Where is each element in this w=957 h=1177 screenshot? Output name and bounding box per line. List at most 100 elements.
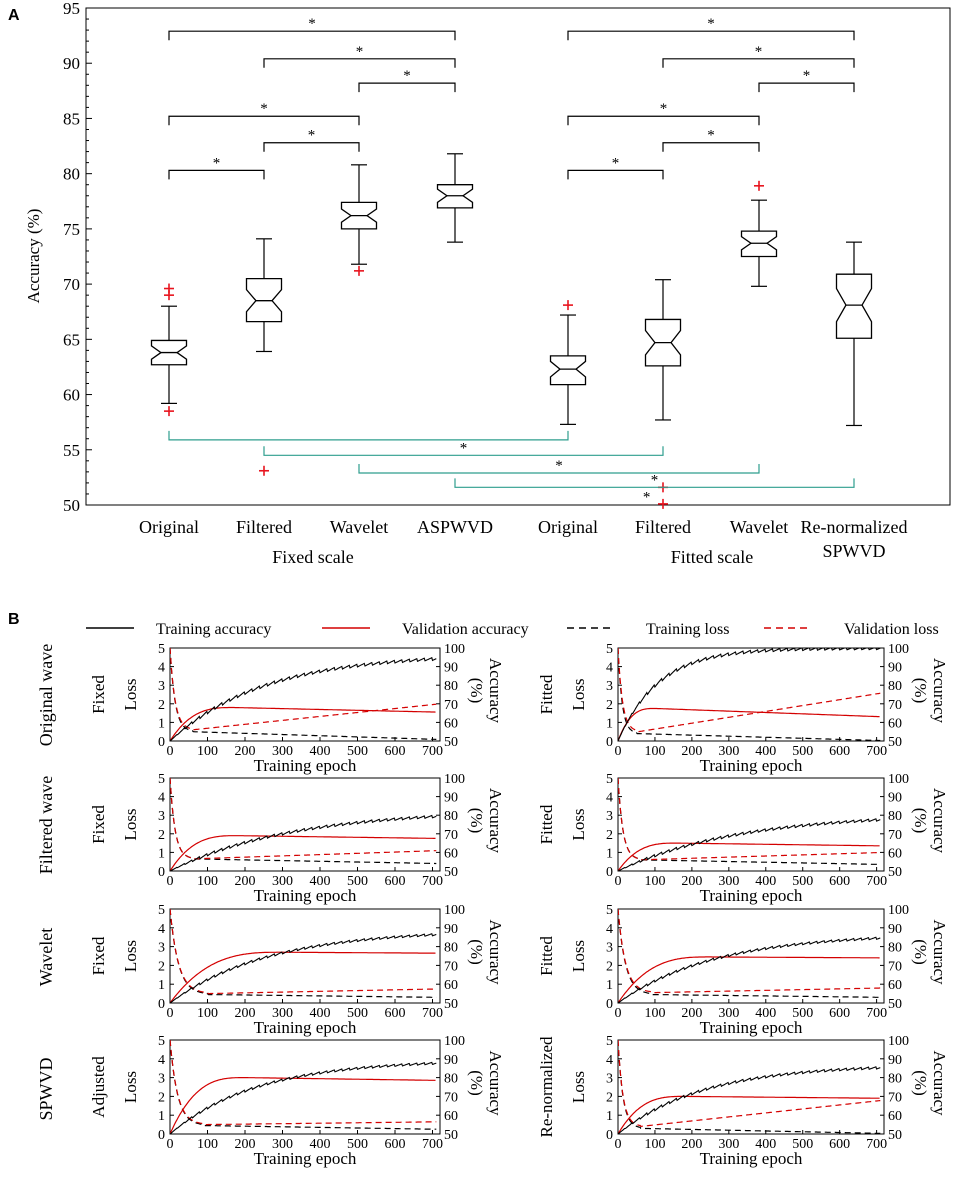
y-tick-label: 60 [63, 386, 80, 405]
y-right-tick-label: 50 [888, 997, 902, 1012]
y-left-tick-label: 4 [606, 1053, 613, 1068]
y-left-tick-label: 3 [606, 679, 613, 694]
x-tick-label: 0 [615, 1006, 622, 1021]
x-tick-label: 700 [866, 744, 887, 759]
box-body [340, 201, 378, 230]
significance-star: * [555, 458, 563, 474]
x-tick-label: 700 [866, 1137, 887, 1152]
y-right-tick-label: 80 [444, 941, 458, 956]
y-right-tick-label: 50 [444, 865, 458, 880]
x-tick-label: 0 [167, 744, 174, 759]
y-left-tick-label: 2 [158, 1090, 165, 1105]
y-right-tick-label: 90 [888, 922, 902, 937]
significance-bracket [662, 58, 855, 68]
significance-bracket [263, 58, 456, 68]
subplot-frame [169, 1039, 441, 1135]
y-right-tick-label: 70 [888, 698, 902, 713]
y-left-tick-label: 0 [158, 735, 165, 750]
x-tick-label: 100 [197, 1006, 218, 1021]
y-left-tick-label: 5 [158, 642, 165, 657]
condition-label: Fixed [89, 805, 108, 844]
outlier-marker [259, 465, 269, 476]
validation-loss-line [170, 1040, 437, 1126]
box [436, 153, 474, 243]
x-tick-label: 300 [272, 1006, 293, 1021]
y-right-tick-label: 60 [444, 846, 458, 861]
subplot-frame [169, 777, 441, 872]
y-right-tick-label: 60 [444, 978, 458, 993]
x-tick-label: 200 [681, 744, 702, 759]
y-left-tick-label: 3 [158, 941, 165, 956]
y-right-tick-label: 80 [888, 941, 902, 956]
x-tick-label: 300 [718, 1006, 739, 1021]
x-axis-label: Training epoch [254, 1018, 357, 1037]
y-right-tick-label: 70 [444, 1090, 458, 1105]
x-tick-label: 300 [272, 874, 293, 889]
y-right-tick-label: 80 [888, 1072, 902, 1087]
y-right-axis-label: Accuracy(%) [911, 919, 949, 985]
y-right-tick-label: 50 [888, 1128, 902, 1143]
y-right-tick-label: 80 [444, 679, 458, 694]
y-left-tick-label: 1 [158, 716, 165, 731]
y-right-tick-label: 70 [444, 828, 458, 843]
subplot-frame [617, 777, 885, 872]
validation-accuracy-line [618, 1095, 880, 1134]
significance-star: * [803, 68, 811, 84]
y-right-tick-label: 70 [444, 959, 458, 974]
condition-label: Adjusted [89, 1056, 108, 1118]
y-tick-label: 80 [63, 165, 80, 184]
legend-label: Validation loss [844, 621, 939, 638]
validation-accuracy-line [170, 835, 436, 871]
x-tick-label: 200 [235, 874, 256, 889]
condition-label: Fitted [537, 804, 556, 844]
box-body [150, 339, 188, 366]
box [835, 241, 873, 427]
subplot-frame [617, 647, 885, 742]
training-loss-line [618, 648, 881, 741]
x-tick-label: 300 [718, 874, 739, 889]
y-left-axis-label: Loss [569, 940, 588, 972]
y-left-tick-label: 1 [158, 1109, 165, 1124]
box-body [436, 184, 474, 209]
x-tick-label: 200 [681, 1006, 702, 1021]
y-left-axis-label: Loss [569, 808, 588, 840]
y-right-tick-label: 50 [444, 735, 458, 750]
training-accuracy-line [170, 1061, 437, 1134]
significance-bracket [168, 115, 360, 126]
y-left-tick-label: 2 [606, 1090, 613, 1105]
significance-bracket [263, 142, 360, 152]
significance-bracket [567, 30, 855, 41]
validation-loss-line [170, 648, 437, 731]
x-tick-label: 500 [792, 744, 813, 759]
x-tick-label: 400 [755, 874, 776, 889]
validation-accuracy-line [170, 1077, 436, 1134]
y-left-tick-label: 1 [158, 978, 165, 993]
y-right-tick-label: 80 [444, 1072, 458, 1087]
plot-frame [85, 7, 951, 506]
training-loss-line [170, 1040, 437, 1130]
y-left-tick-label: 0 [606, 997, 613, 1012]
validation-accuracy-line [618, 956, 880, 1003]
y-left-tick-label: 5 [606, 903, 613, 918]
x-tick-label: 100 [197, 1137, 218, 1152]
x-tick-label: 200 [235, 1137, 256, 1152]
legend-item: Validation accuracy [322, 621, 529, 638]
y-right-tick-label: 60 [888, 978, 902, 993]
y-right-tick-label: 50 [444, 997, 458, 1012]
y-left-tick-label: 2 [158, 828, 165, 843]
x-tick-label: 700 [422, 744, 443, 759]
y-right-tick-label: 100 [444, 642, 465, 657]
significance-star: * [260, 101, 268, 117]
x-tick-label: 200 [235, 1006, 256, 1021]
x-tick-label: 200 [681, 874, 702, 889]
subplot-frame [617, 1039, 885, 1135]
y-left-tick-label: 0 [158, 865, 165, 880]
y-right-axis-label: Accuracy(%) [467, 658, 505, 724]
y-right-tick-label: 80 [888, 809, 902, 824]
significance-star: * [651, 472, 659, 488]
y-left-axis-label: Loss [569, 1071, 588, 1103]
x-tick-label: 400 [755, 1006, 776, 1021]
